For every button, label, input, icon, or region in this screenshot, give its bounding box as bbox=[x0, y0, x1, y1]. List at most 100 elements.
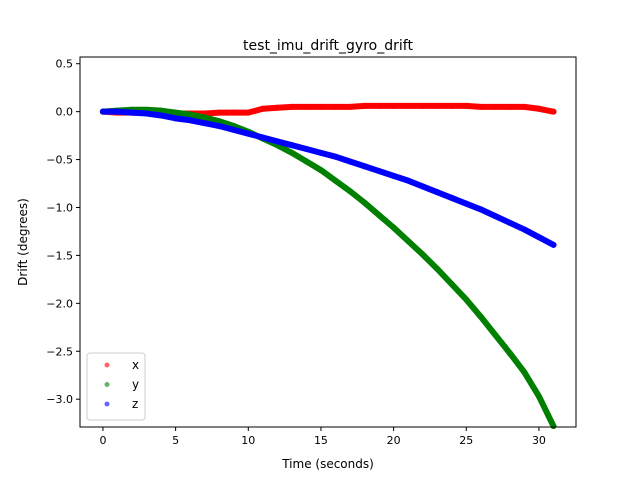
series-y-point bbox=[158, 107, 165, 114]
y-axis-label: Drift (degrees) bbox=[16, 198, 30, 286]
legend-marker-x bbox=[104, 362, 110, 368]
series-y-point bbox=[434, 265, 441, 272]
series-x-point bbox=[550, 108, 557, 115]
series-y-point bbox=[448, 281, 455, 288]
y-tick-label: −0.5 bbox=[46, 154, 73, 167]
series-y-point bbox=[390, 224, 397, 231]
y-tick-label: −1.0 bbox=[46, 201, 73, 214]
series-z-point bbox=[143, 110, 150, 117]
series-z-point bbox=[274, 138, 281, 145]
series-z-point bbox=[114, 108, 121, 115]
series-y-point bbox=[187, 111, 194, 118]
series-y-point bbox=[332, 177, 339, 184]
series-y-point bbox=[288, 149, 295, 156]
legend: xyz bbox=[86, 352, 146, 421]
y-tick-label: −1.5 bbox=[46, 249, 73, 262]
series-z-point bbox=[216, 123, 223, 130]
series-x-point bbox=[477, 103, 484, 110]
series-z-point bbox=[419, 183, 426, 190]
y-tick-label: −2.0 bbox=[46, 297, 73, 310]
series-x-point bbox=[506, 103, 513, 110]
legend-marker-z bbox=[104, 401, 110, 407]
series-x-point bbox=[259, 105, 266, 112]
series-z-point bbox=[245, 130, 252, 137]
series-y-point bbox=[376, 212, 383, 219]
series-y-point bbox=[405, 238, 412, 245]
series-z-point bbox=[288, 142, 295, 149]
series-x-point bbox=[332, 103, 339, 110]
series-z-point bbox=[492, 213, 499, 220]
series-z-point bbox=[405, 177, 412, 184]
series-x-point bbox=[361, 102, 368, 109]
legend-box bbox=[86, 352, 146, 421]
series-z-point bbox=[158, 112, 165, 119]
series-x-point bbox=[347, 103, 354, 110]
series-x-point bbox=[245, 109, 252, 116]
legend-label-y: y bbox=[132, 378, 139, 392]
series-y-point bbox=[550, 423, 557, 430]
series-z-point bbox=[303, 146, 310, 153]
legend-marker-y bbox=[104, 382, 110, 387]
series-z-point bbox=[361, 163, 368, 170]
series-x-point bbox=[274, 104, 281, 111]
series-z-point bbox=[201, 120, 208, 127]
series-y-point bbox=[361, 199, 368, 206]
series-y-point bbox=[492, 331, 499, 338]
series-z-point bbox=[477, 206, 484, 213]
x-tick-label: 20 bbox=[387, 434, 401, 447]
series-z-point bbox=[172, 115, 179, 122]
series-x-point bbox=[288, 103, 295, 110]
series-z-point bbox=[129, 109, 136, 116]
y-tick-label: −2.5 bbox=[46, 345, 73, 358]
series-z-point bbox=[506, 219, 513, 226]
legend-label-x: x bbox=[132, 358, 139, 372]
y-tick-label: 0.0 bbox=[56, 106, 74, 119]
y-tick-label: 0.5 bbox=[56, 58, 74, 71]
y-tick-label: −3.0 bbox=[46, 393, 73, 406]
series-z-point bbox=[332, 153, 339, 160]
series-x-point bbox=[405, 102, 412, 109]
series-z-point bbox=[448, 194, 455, 201]
series-x-point bbox=[216, 109, 223, 116]
chart-title: test_imu_drift_gyro_drift bbox=[243, 38, 413, 54]
series-y-point bbox=[521, 369, 528, 376]
series-x-point bbox=[230, 109, 237, 116]
series-z-point bbox=[434, 189, 441, 196]
series-z-point bbox=[317, 149, 324, 156]
x-tick-label: 10 bbox=[241, 434, 255, 447]
series-x-point bbox=[448, 102, 455, 109]
series-z-point bbox=[376, 168, 383, 175]
series-z-point bbox=[535, 234, 542, 241]
series-z-point bbox=[390, 172, 397, 179]
series-y-point bbox=[477, 313, 484, 320]
series-z-point bbox=[99, 108, 106, 115]
legend-label-z: z bbox=[132, 397, 138, 411]
series-y-point bbox=[172, 109, 179, 116]
series-x-point bbox=[317, 103, 324, 110]
series-z-point bbox=[463, 200, 470, 207]
x-tick-label: 25 bbox=[459, 434, 473, 447]
x-tick-label: 5 bbox=[172, 434, 179, 447]
series-y-point bbox=[317, 167, 324, 174]
series-y-point bbox=[463, 296, 470, 303]
series-x-point bbox=[303, 103, 310, 110]
series-z-point bbox=[550, 241, 557, 248]
series-y-point bbox=[535, 393, 542, 400]
series-x-point bbox=[492, 103, 499, 110]
series-x-point bbox=[535, 105, 542, 112]
series-y-point bbox=[419, 251, 426, 258]
series-x-point bbox=[463, 102, 470, 109]
series-z-point bbox=[187, 117, 194, 124]
series-z-point bbox=[259, 134, 266, 141]
series-x-point bbox=[390, 102, 397, 109]
series-y-point bbox=[347, 188, 354, 195]
series-x-point bbox=[419, 102, 426, 109]
x-tick-label: 30 bbox=[532, 434, 546, 447]
plot-area bbox=[99, 102, 557, 430]
x-axis-label: Time (seconds) bbox=[281, 457, 374, 471]
series-x-point bbox=[376, 102, 383, 109]
series-y-point bbox=[201, 114, 208, 121]
series-y-point bbox=[506, 350, 513, 357]
series-z-point bbox=[347, 158, 354, 165]
